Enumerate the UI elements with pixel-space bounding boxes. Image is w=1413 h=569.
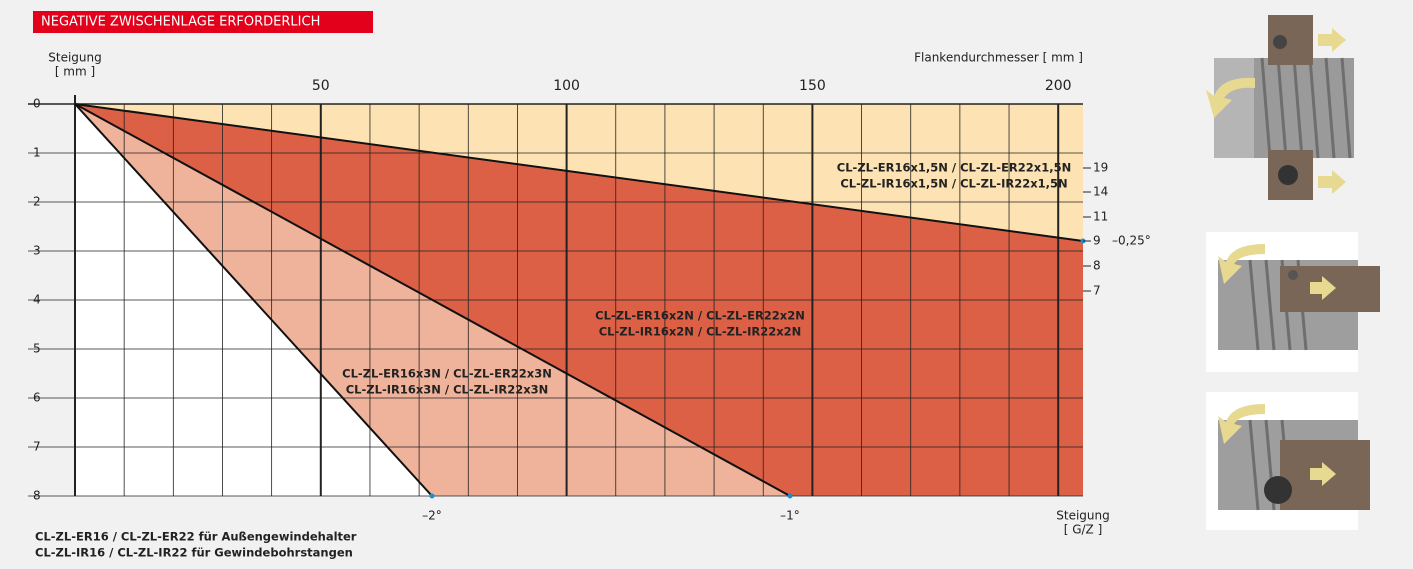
pitch-tick-label: 11 [1093,210,1108,224]
y-tick-label: 5 [33,342,41,356]
tool-image-3 [1206,392,1370,530]
region-label: CL-ZL-ER16x2N / CL-ZL-ER22x2N [595,309,805,323]
y-tick-label: 0 [33,97,41,111]
banner-bg [33,11,373,33]
angle-label: –1° [780,509,800,523]
pitch-tick-label: 9 [1093,234,1101,248]
region-label: CL-ZL-IR16x1,5N / CL-ZL-IR22x1,5N [840,177,1067,191]
boundary [74,103,1084,242]
y-tick-label: 7 [33,440,41,454]
pitch-tick-label: 19 [1093,161,1108,175]
x-tick-label: 150 [799,78,826,94]
y-tick-label: 1 [33,146,41,160]
y-tick-label: 6 [33,391,41,405]
x-axis-label: Flankendurchmesser [ mm ] [914,51,1083,65]
pitch-axis-label: [ G/Z ] [1064,523,1103,537]
banner: NEGATIVE ZWISCHENLAGE ERFORDERLICH [41,15,320,30]
marker [787,493,793,499]
region-label: CL-ZL-ER16x1,5N / CL-ZL-ER22x1,5N [837,161,1071,175]
y-axis-label: Steigung [48,51,101,65]
y-tick-label: 2 [33,195,41,209]
tool-image-2 [1206,232,1380,372]
marker [429,493,435,499]
angle-label: –2° [422,509,442,523]
y-tick-label: 4 [33,293,41,307]
x-tick-label: 100 [553,78,580,94]
pitch-angle: –0,25° [1112,234,1151,248]
region-label: CL-ZL-IR16x3N / CL-ZL-IR22x3N [346,383,549,397]
x-tick-label: 200 [1045,78,1072,94]
tool-image-1 [1206,15,1354,200]
footer: CL-ZL-ER16 / CL-ZL-ER22 für Außengewinde… [35,530,357,544]
footer: CL-ZL-IR16 / CL-ZL-IR22 für Gewindebohrs… [35,546,353,560]
pitch-tick-label: 14 [1093,185,1108,199]
boundary [74,103,433,497]
pitch-tick-label: 7 [1093,284,1101,298]
boundary [74,103,791,497]
pitch-axis-label: Steigung [1056,509,1109,523]
pitch-tick-label: 8 [1093,259,1101,273]
y-tick-label: 3 [33,244,41,258]
region-label: CL-ZL-IR16x2N / CL-ZL-IR22x2N [599,325,802,339]
y-axis-label: [ mm ] [55,65,95,79]
x-tick-label: 50 [312,78,330,94]
y-tick-label: 8 [33,489,41,503]
region-label: CL-ZL-ER16x3N / CL-ZL-ER22x3N [342,367,552,381]
